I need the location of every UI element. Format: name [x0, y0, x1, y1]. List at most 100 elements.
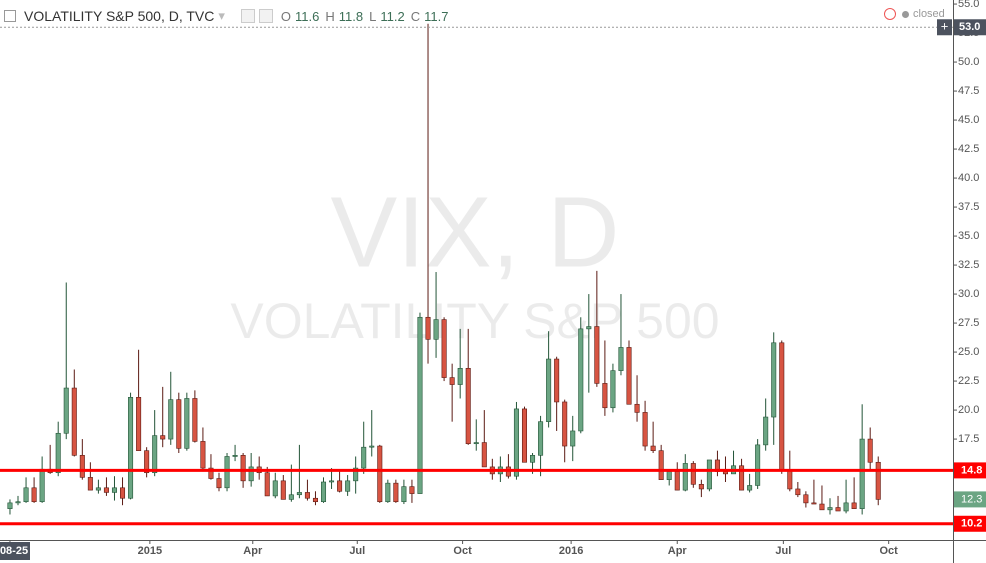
hide-icon[interactable] — [258, 9, 273, 23]
candle-body — [513, 408, 519, 477]
low-value: 11.2 — [380, 8, 405, 24]
candle-body — [698, 484, 704, 490]
watermark-sub: VOLATILITY S&P 500 — [230, 293, 719, 349]
candle-body — [103, 487, 109, 493]
y-tick-label: 35.0 — [958, 230, 979, 242]
candle-body — [39, 468, 45, 503]
candle-body — [722, 471, 728, 475]
add-icon: + — [941, 19, 949, 34]
high-value: 11.8 — [338, 8, 364, 24]
candle-body — [168, 399, 174, 440]
candle-body — [120, 487, 126, 499]
alert-icon[interactable] — [884, 8, 896, 20]
market-status: closed — [884, 8, 945, 20]
candle-body — [55, 432, 61, 474]
candle-body — [449, 377, 455, 385]
candle-body — [473, 442, 479, 445]
candle-body — [216, 478, 222, 489]
x-label-box — [0, 542, 30, 560]
candle-body — [674, 471, 680, 491]
candle-body — [144, 450, 150, 474]
candle-body — [87, 477, 93, 491]
candle-body — [706, 459, 712, 490]
candle-body — [602, 383, 608, 409]
candle-body — [63, 387, 69, 434]
y-tick-label: 42.5 — [958, 143, 979, 155]
candle-body — [288, 494, 294, 500]
candle-body — [739, 465, 745, 491]
x-tick-label: 08-25 — [0, 545, 28, 557]
status-text: closed — [913, 8, 945, 20]
candle-body — [7, 502, 13, 509]
candle-body — [208, 467, 214, 479]
y-tick-label: 32.5 — [958, 259, 979, 271]
legend-header: VOLATILITY S&P 500, D, TVC ▾ O 11.6 H 11.8… — [0, 6, 454, 26]
candle-body — [481, 442, 487, 468]
candle-body — [795, 488, 801, 496]
candle-body — [353, 467, 359, 482]
y-tick-label: 30.0 — [958, 288, 979, 300]
watermark: VIX, D VOLATILITY S&P 500 — [230, 176, 719, 349]
candle-body — [835, 507, 841, 512]
candle-body — [867, 438, 873, 463]
candle-body — [530, 455, 536, 463]
candle-body — [95, 487, 101, 491]
candle-body — [409, 486, 415, 494]
candle-body — [176, 399, 182, 449]
candle-body — [111, 487, 117, 493]
last-price-label: 12.3 — [961, 493, 982, 505]
candle-body — [859, 438, 865, 509]
candle-body — [304, 492, 310, 499]
settings-icon[interactable] — [240, 9, 255, 23]
candle-body — [160, 435, 166, 440]
candle-body — [192, 398, 198, 442]
last-price-box — [954, 491, 986, 508]
watermark-main: VIX, D — [331, 176, 620, 288]
price-label: 14.8 — [961, 464, 982, 476]
y-tick-label: 25.0 — [958, 346, 979, 358]
price-label: 10.2 — [961, 518, 982, 530]
candle-body — [71, 387, 77, 456]
candle-body — [690, 463, 696, 485]
candle-body — [650, 445, 656, 451]
candle-body — [594, 326, 600, 384]
candle-body — [755, 444, 761, 486]
candle-body — [184, 398, 190, 449]
collapse-icon[interactable] — [4, 10, 16, 22]
low-label: L — [369, 8, 377, 24]
candle-body — [240, 455, 246, 482]
candle-body — [618, 347, 624, 371]
crosshair-label-box — [954, 19, 986, 36]
y-tick-label: 20.0 — [958, 404, 979, 416]
status-dot — [902, 10, 909, 18]
x-tick-label: Oct — [453, 545, 472, 557]
close-value: 11.7 — [424, 8, 449, 24]
candle-body — [658, 450, 664, 480]
candle-body — [280, 480, 286, 500]
candle-body — [875, 461, 881, 500]
candle-body — [23, 487, 29, 503]
candle-body — [803, 494, 809, 504]
y-tick-label: 37.5 — [958, 201, 979, 213]
open-value: 11.6 — [295, 8, 320, 24]
y-tick-label: 17.5 — [958, 433, 979, 445]
y-tick-label: 22.5 — [958, 375, 979, 387]
candle-body — [811, 502, 817, 505]
candle-body — [264, 472, 270, 497]
candle-body — [312, 497, 318, 503]
candle-body — [626, 347, 632, 405]
candle-body — [369, 445, 375, 448]
x-tick-label: Oct — [880, 545, 899, 557]
candle-body — [224, 456, 230, 489]
candle-body — [682, 463, 688, 491]
x-tick-label: Apr — [668, 545, 688, 557]
x-tick-label: Jul — [775, 545, 791, 557]
candle-body — [417, 316, 423, 494]
candle-body — [385, 482, 391, 503]
candle-body — [562, 401, 568, 447]
y-tick-label: 55.0 — [958, 0, 979, 10]
dropdown[interactable]: ▾ — [218, 8, 225, 23]
candle-body — [586, 326, 592, 330]
y-tick-label: 40.0 — [958, 172, 979, 184]
